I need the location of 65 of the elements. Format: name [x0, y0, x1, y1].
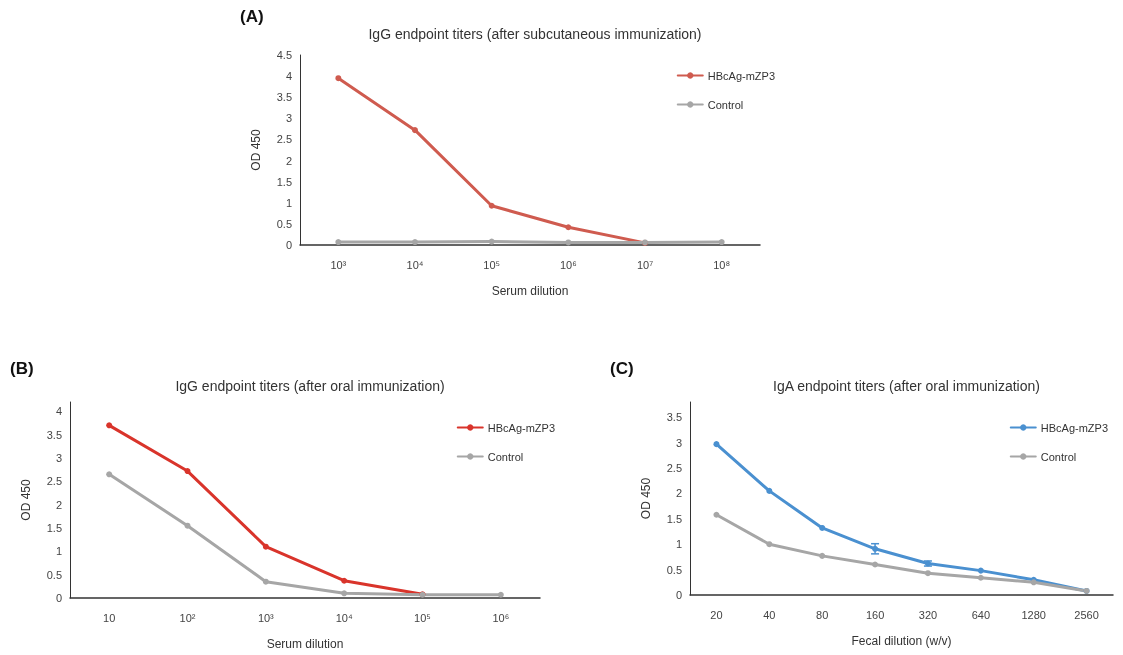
chart-title: IgA endpoint titers (after oral immunization) — [773, 378, 1040, 394]
x-axis-title: Serum dilution — [266, 637, 344, 651]
x-tick-label: 10⁸ — [713, 258, 731, 271]
x-tick-label: 10⁷ — [636, 258, 654, 271]
y-tick-label: 0 — [675, 589, 682, 601]
x-tick-label: 640 — [971, 608, 990, 621]
y-tick-label: 2 — [285, 154, 292, 167]
y-tick-label: 0 — [55, 592, 62, 604]
x-tick-label: 1280 — [1021, 608, 1046, 621]
x-tick-label: 10⁴ — [335, 611, 353, 624]
x-axis-title: Fecal dilution (w/v) — [851, 634, 952, 648]
legend-label: HBcAg-mZP3 — [487, 421, 556, 434]
x-tick-label: 80 — [816, 608, 829, 621]
legend-label: HBcAg-mZP3 — [707, 69, 776, 82]
text: (B) — [10, 359, 34, 378]
y-tick-label: 3.5 — [666, 411, 682, 424]
x-axis-title: Serum dilution — [491, 284, 569, 298]
y-tick-label: 0.5 — [276, 217, 292, 230]
y-tick-label: 1 — [55, 545, 62, 558]
y-tick-label: 3.5 — [46, 428, 62, 441]
y-tick-label: 4 — [55, 405, 62, 418]
x-tick-label: 40 — [763, 608, 776, 621]
y-tick-label: 4.5 — [276, 49, 292, 61]
y-tick-label: 0 — [285, 239, 292, 251]
y-tick-label: 2.5 — [666, 462, 682, 475]
y-tick-label: 3 — [675, 436, 682, 449]
x-tick-label: 10⁴ — [406, 258, 424, 271]
legend-label: HBcAg-mZP3 — [1040, 421, 1109, 434]
y-tick-label: 2 — [675, 487, 682, 500]
chart-title: IgG endpoint titers (after subcutaneous immunization) — [368, 26, 702, 42]
y-tick-label: 3 — [55, 452, 62, 464]
y-tick-label: 1.5 — [666, 512, 682, 525]
x-tick-label: 10⁶ — [559, 258, 577, 271]
y-tick-label: 4 — [285, 70, 292, 83]
x-tick-label: 10 — [103, 611, 116, 624]
y-axis-title: OD 450 — [19, 479, 33, 521]
x-tick-label: 10² — [179, 611, 196, 624]
y-axis-title: OD 450 — [639, 477, 653, 520]
y-tick-label: 1.5 — [46, 522, 62, 534]
legend-label: Control — [707, 98, 744, 111]
y-tick-label: 0.5 — [46, 568, 62, 581]
y-tick-label: 1 — [285, 196, 292, 209]
y-tick-label: 2 — [55, 498, 62, 511]
legend-label: Control — [487, 450, 524, 463]
y-tick-label: 1.5 — [276, 175, 292, 188]
y-tick-label: 2.5 — [276, 133, 292, 146]
legend-label: Control — [1040, 450, 1077, 463]
x-tick-label: 20 — [710, 608, 723, 621]
text: (A) — [240, 7, 264, 26]
y-tick-label: 0.5 — [666, 563, 682, 576]
x-tick-label: 10³ — [330, 258, 347, 271]
x-tick-label: 10⁶ — [492, 611, 510, 624]
x-tick-label: 2560 — [1074, 608, 1099, 621]
text: (C) — [610, 359, 634, 378]
y-axis-title: OD 450 — [249, 129, 263, 171]
x-tick-label: 10⁵ — [414, 611, 431, 624]
y-tick-label: 3.5 — [276, 91, 292, 104]
x-tick-label: 10⁵ — [483, 258, 501, 271]
y-tick-label: 2.5 — [46, 475, 62, 488]
chart-title: IgG endpoint titers (after oral immunization) — [175, 378, 445, 394]
x-tick-label: 160 — [865, 608, 885, 621]
x-tick-label: 320 — [918, 608, 938, 621]
y-tick-label: 3 — [285, 112, 292, 125]
x-tick-label: 10³ — [257, 611, 275, 624]
y-tick-label: 1 — [675, 538, 682, 551]
